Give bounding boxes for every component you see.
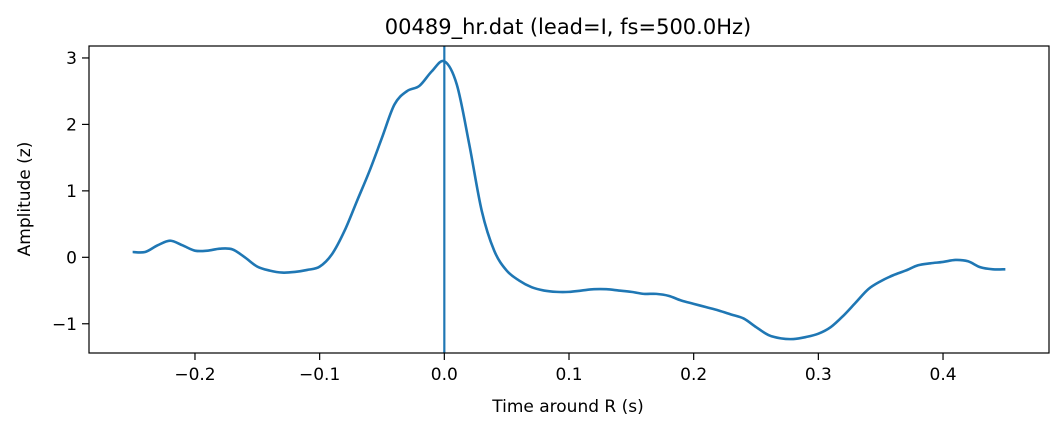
x-tick-label: 0.0 (431, 365, 458, 385)
y-tick-label: 0 (66, 248, 77, 268)
x-tick-label: 0.1 (555, 365, 582, 385)
y-tick-label: 1 (66, 182, 77, 202)
x-tick-label: −0.2 (174, 365, 215, 385)
x-tick-label: 0.3 (805, 365, 832, 385)
x-axis: −0.2 −0.1 0.0 0.1 0.2 0.3 0.4 (174, 353, 957, 385)
plot-area (132, 46, 1006, 353)
x-tick-label: −0.1 (299, 365, 340, 385)
x-axis-label: Time around R (s) (491, 397, 644, 417)
chart-title: 00489_hr.dat (lead=I, fs=500.0Hz) (385, 15, 751, 40)
y-axis-label: Amplitude (z) (15, 142, 35, 257)
y-axis: −1 0 1 2 3 (52, 49, 89, 335)
y-tick-label: 3 (66, 49, 77, 69)
y-tick-label: 2 (66, 115, 77, 135)
x-tick-label: 0.2 (680, 365, 707, 385)
y-tick-label: −1 (52, 315, 77, 335)
x-tick-label: 0.4 (930, 365, 957, 385)
series-line-0 (132, 59, 1006, 341)
